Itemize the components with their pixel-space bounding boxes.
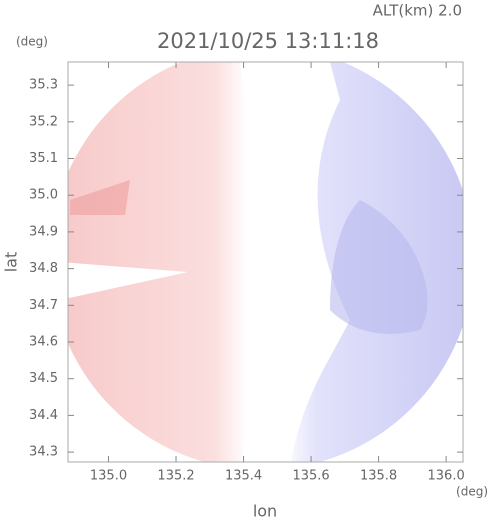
x-tick-label: 136.0 [428,469,465,484]
y-tick-label: 35.2 [29,114,58,129]
blocked-sector [68,262,188,300]
y-tick-label: 34.8 [29,261,58,276]
velocity-field [68,62,463,462]
y-tick-label: 34.6 [29,335,58,350]
strong-recede [70,180,130,215]
y-unit: (deg) [16,35,48,49]
y-tick-label: 34.7 [29,298,58,313]
plot-frame [67,61,464,463]
y-tick-label: 34.3 [29,445,58,460]
y-axis-label: lat [2,252,21,273]
zero-band [240,62,350,462]
y-tick-label: 35.1 [29,151,58,166]
chart-title: 2021/10/25 13:11:18 [157,29,379,53]
y-tick-label: 34.5 [29,371,58,386]
x-axis-label: lon [253,502,277,521]
x-tick-label: 135.0 [90,469,127,484]
y-tick-label: 34.4 [29,408,58,423]
strong-approach [330,200,428,334]
y-tick-label: 35.0 [29,188,58,203]
y-tick-label: 34.9 [29,224,58,239]
altitude-label: ALT(km) 2.0 [373,2,462,20]
x-unit: (deg) [456,485,488,499]
y-tick-label: 35.3 [29,78,58,93]
x-tick-label: 135.2 [157,469,194,484]
x-tick-label: 135.4 [225,469,262,484]
x-tick-label: 135.6 [292,469,329,484]
x-tick-label: 135.8 [360,469,397,484]
